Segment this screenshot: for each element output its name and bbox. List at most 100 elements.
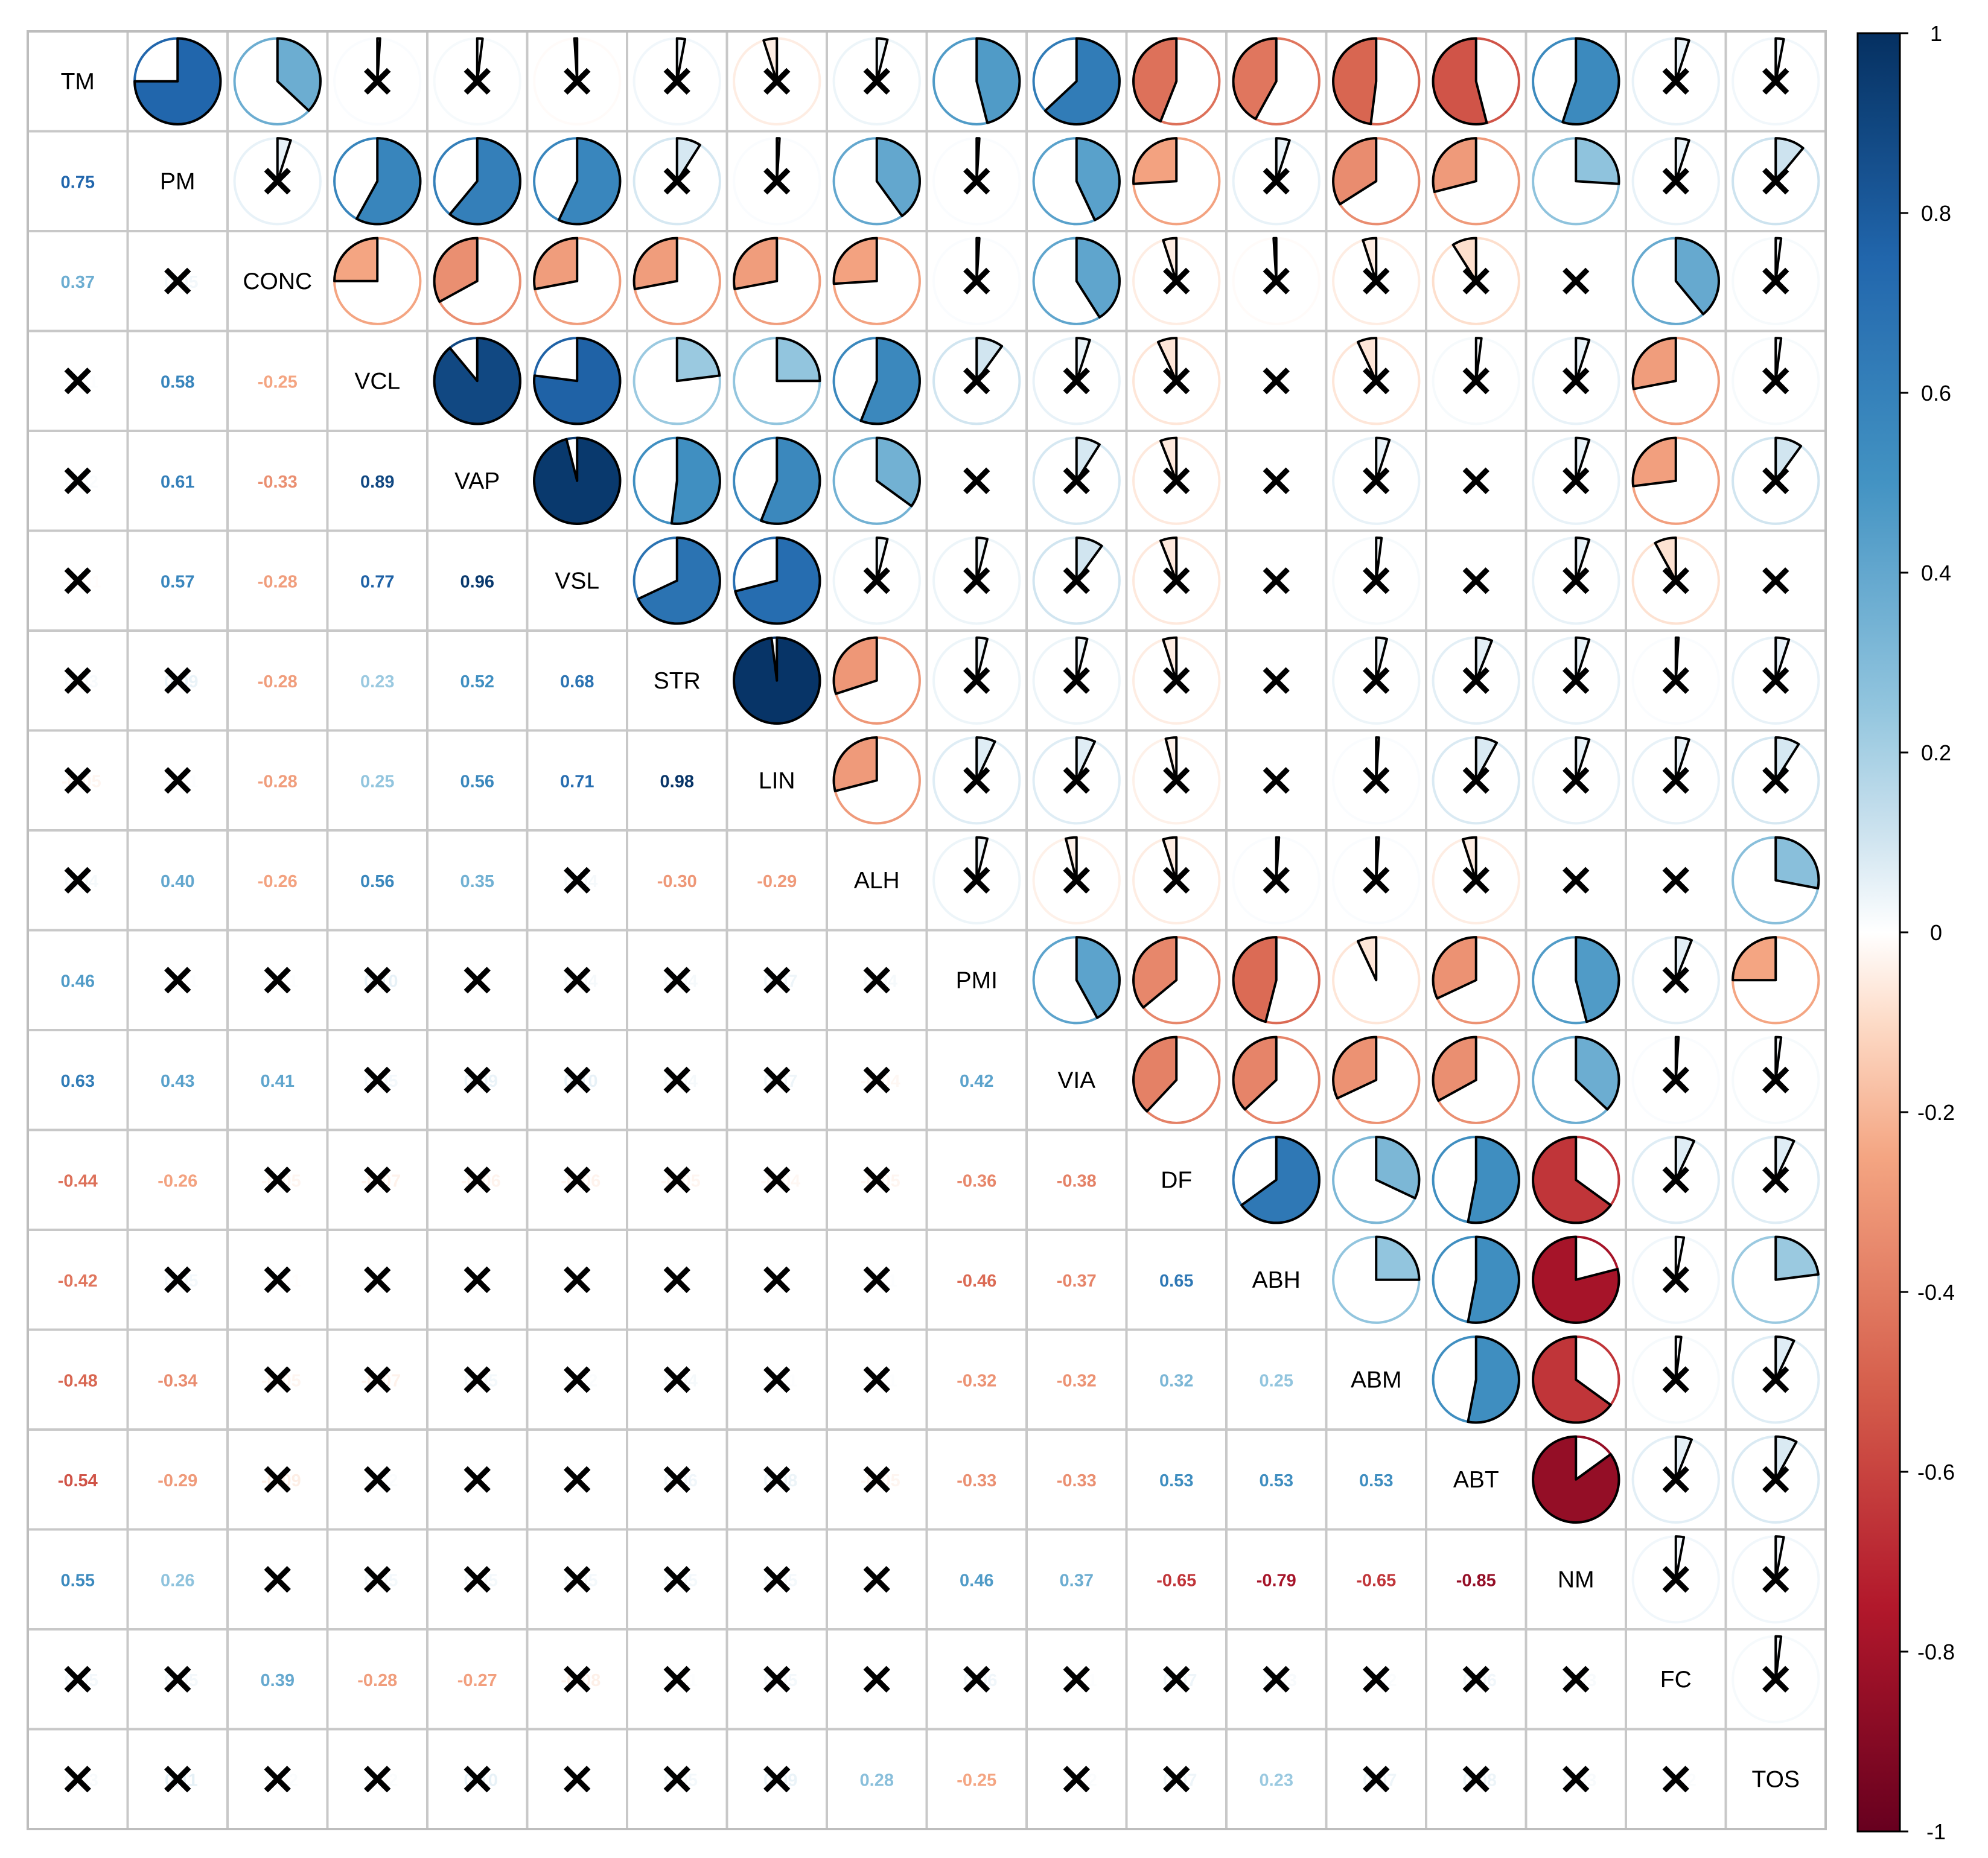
insignificant-marker [1563,767,1590,794]
pie-glyph [1631,1136,1720,1224]
pie-slice [1774,1036,1783,1081]
insignificant-marker [963,667,990,694]
pie-glyph [632,137,721,226]
pie-slice [1575,436,1591,482]
pie-glyph [1631,37,1720,126]
pie-slice [1575,337,1591,383]
insignificant-marker [1563,567,1590,594]
pie-glyph [1532,936,1620,1025]
coefficient-label: 0.96 [460,572,494,591]
insignificant-marker [1563,1666,1590,1693]
pie-slice [1467,1136,1520,1224]
pie-slice [975,836,989,882]
pie-slice [1375,836,1380,882]
insignificant-marker [1263,1666,1290,1693]
pie-glyph [1631,1235,1720,1324]
pie-glyph [1032,736,1121,825]
matrix-cell [1325,1428,1427,1531]
pie-glyph [433,37,521,126]
insignificant-marker [1662,867,1689,894]
coefficient-label: 0.98 [660,772,694,791]
pie-slice [1043,37,1121,126]
pie-glyph [1631,1036,1720,1124]
pie-slice [1774,1435,1798,1481]
pie-glyph [1732,237,1820,325]
pie-slice [1532,1335,1612,1424]
variable-label: VSL [555,568,599,594]
insignificant-marker [863,68,890,95]
insignificant-marker [564,1366,591,1393]
pie-glyph [1732,636,1820,725]
pie-slice [1575,736,1591,782]
insignificant-marker [1662,1466,1689,1493]
coefficient-label: -0.79 [1257,1571,1296,1590]
pie-slice [776,337,821,383]
coefficient-label: -0.26 [158,1171,197,1191]
pie-slice [832,237,878,285]
insignificant-marker [1363,367,1390,395]
pie-slice [1674,636,1680,682]
pie-slice [1575,137,1620,185]
insignificant-marker [763,967,791,994]
matrix-cell [1125,1128,1228,1231]
pie-glyph [1132,536,1221,625]
pie-slice [1774,1335,1795,1381]
pie-glyph [1032,436,1121,525]
pie-glyph [1232,836,1321,924]
insignificant-marker [663,1066,690,1093]
colorbar-tick-label: 1 [1930,21,1942,46]
colorbar-tick-label: -0.4 [1917,1280,1955,1305]
pie-glyph [433,337,521,425]
insignificant-marker [1063,1766,1090,1793]
pie-glyph [1132,936,1221,1025]
coefficient-label: -0.38 [1057,1171,1097,1191]
matrix-cell [526,1428,628,1531]
insignificant-marker [1462,867,1489,894]
pie-slice [975,137,981,183]
pie-slice [1575,1036,1620,1111]
insignificant-marker [1662,68,1689,95]
matrix-cell [1625,1628,1727,1731]
pie-glyph [932,836,1021,924]
pie-glyph [1032,936,1121,1025]
insignificant-marker [1163,467,1190,494]
pie-glyph [1132,337,1221,425]
insignificant-marker [1563,267,1590,294]
insignificant-marker [1462,467,1489,494]
pie-slice [1774,636,1791,682]
insignificant-marker [1662,1166,1689,1194]
pie-slice [1356,936,1378,982]
insignificant-marker [863,1466,890,1493]
pie-slice [734,536,821,625]
pie-slice [776,137,781,183]
matrix-cell [1325,1528,1427,1631]
pie-slice [1132,936,1178,1009]
coefficient-label: 0.39 [261,1671,295,1690]
insignificant-marker [364,1366,391,1393]
coefficient-label: 0.26 [161,1571,194,1590]
pie-slice [760,436,821,525]
pie-slice [1474,736,1499,782]
pie-glyph [1532,1235,1620,1324]
pie-slice [1159,436,1178,482]
coefficient-label: 0.53 [1159,1471,1193,1491]
insignificant-marker [1762,767,1789,794]
insignificant-marker [364,1266,391,1293]
insignificant-marker [963,867,990,894]
pie-glyph [1631,337,1720,425]
pie-glyph [632,337,721,425]
pie-glyph [1432,436,1520,525]
insignificant-marker [564,1666,591,1693]
variable-label: TM [61,69,95,95]
pie-slice [1774,237,1783,282]
pie-glyph [433,137,521,226]
insignificant-marker [763,1466,791,1493]
pie-glyph [533,436,622,525]
pie-slice [1156,337,1178,383]
pie-glyph [733,37,821,126]
pie-glyph [832,337,921,425]
insignificant-marker [364,1566,391,1593]
pie-slice [1674,37,1690,83]
pie-slice [1774,736,1800,782]
pie-glyph [1432,1036,1520,1124]
